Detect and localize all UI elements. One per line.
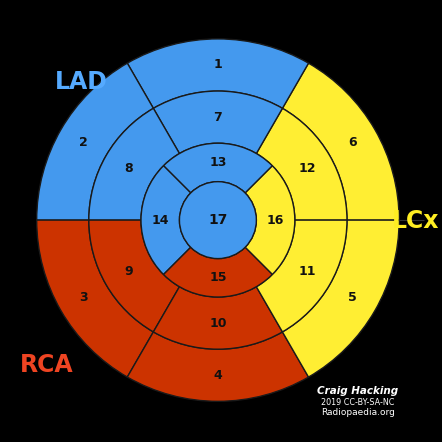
Wedge shape	[256, 108, 347, 220]
Text: 10: 10	[209, 316, 227, 330]
Text: 5: 5	[348, 291, 357, 304]
Wedge shape	[164, 143, 272, 193]
Wedge shape	[282, 220, 399, 377]
Text: 2: 2	[79, 136, 88, 149]
Text: 8: 8	[124, 162, 133, 175]
Wedge shape	[37, 220, 153, 377]
Text: 15: 15	[209, 271, 227, 284]
Wedge shape	[127, 332, 309, 401]
Text: 4: 4	[213, 369, 222, 382]
Wedge shape	[141, 166, 191, 274]
Text: 13: 13	[209, 156, 227, 169]
Wedge shape	[89, 220, 179, 332]
Text: Radiopaedia.org: Radiopaedia.org	[321, 408, 395, 417]
Wedge shape	[37, 63, 153, 220]
Text: 12: 12	[298, 162, 316, 175]
Text: RCA: RCA	[19, 353, 73, 377]
Text: 17: 17	[208, 213, 228, 227]
Wedge shape	[127, 39, 309, 108]
Wedge shape	[153, 287, 282, 349]
Text: 1: 1	[213, 58, 222, 72]
Text: 3: 3	[79, 291, 88, 304]
Text: 14: 14	[152, 213, 169, 227]
Wedge shape	[89, 108, 179, 220]
Text: LCx: LCx	[392, 209, 439, 233]
Wedge shape	[256, 220, 347, 332]
Text: LAD: LAD	[55, 70, 108, 94]
Text: Craig Hacking: Craig Hacking	[317, 386, 399, 396]
Text: 9: 9	[124, 265, 133, 278]
Text: 6: 6	[348, 136, 357, 149]
Text: 7: 7	[213, 110, 222, 124]
Text: 11: 11	[298, 265, 316, 278]
Circle shape	[179, 182, 256, 259]
Wedge shape	[245, 166, 295, 274]
Text: 16: 16	[267, 213, 284, 227]
Wedge shape	[153, 91, 282, 153]
Wedge shape	[282, 63, 399, 220]
Text: 2019 CC-BY-SA-NC: 2019 CC-BY-SA-NC	[321, 398, 395, 407]
Wedge shape	[164, 248, 272, 297]
